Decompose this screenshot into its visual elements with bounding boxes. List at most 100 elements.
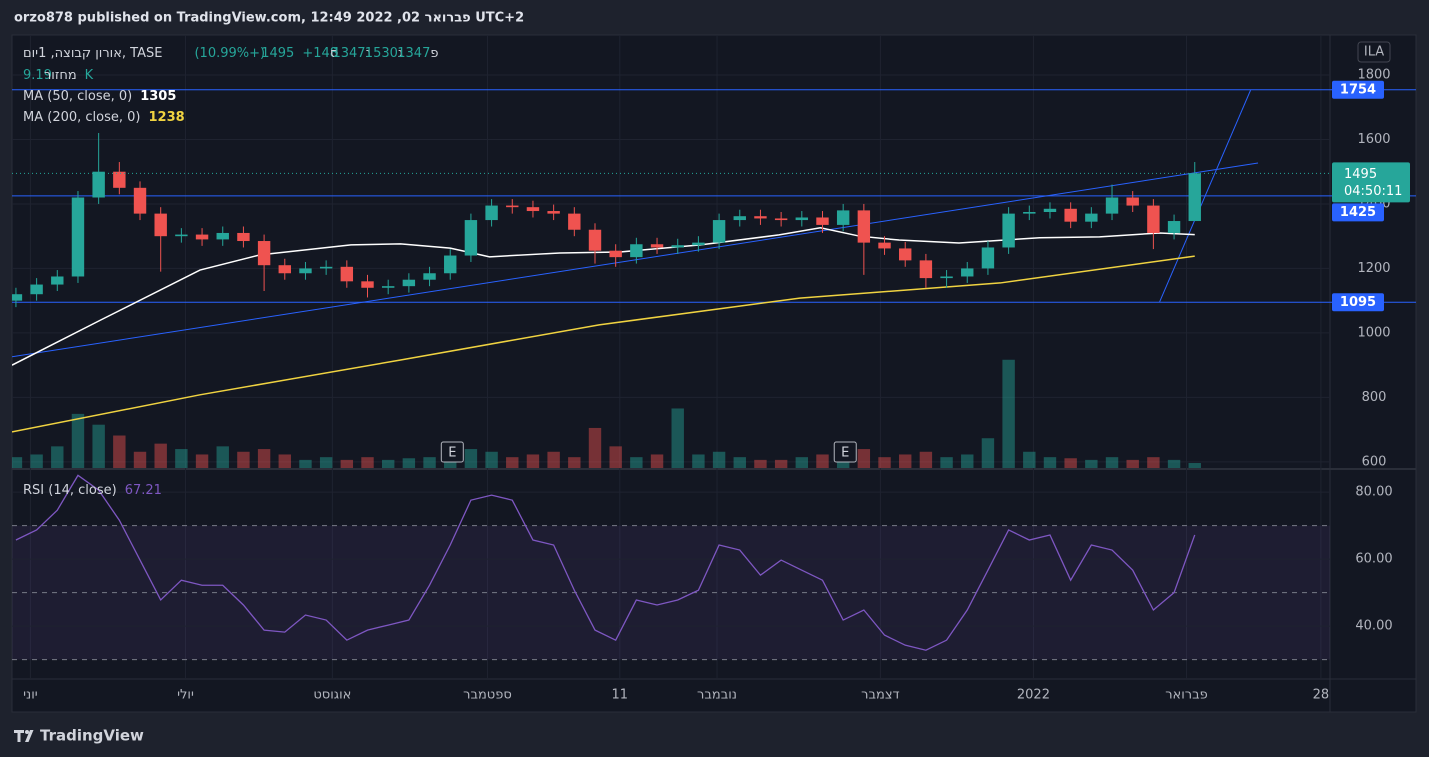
rsi-line: [15, 474, 1196, 651]
volume-bar: [609, 446, 622, 468]
volume-bar: [175, 449, 188, 468]
volume-name: מחזור: [44, 68, 77, 83]
ohlc-value: 1530: [365, 46, 398, 61]
candle-body: [402, 279, 416, 287]
y-tick-label: 1000: [1357, 325, 1390, 340]
candle-body: [485, 205, 498, 221]
symbol-legend: אורון קבוצה, 1יום, TASE פ1347ג1530נ1347ס1…: [23, 46, 438, 61]
ohlc-value: 1347: [332, 46, 365, 61]
change-label: +148 (+10.99%): [194, 46, 338, 61]
candle-body: [361, 281, 374, 288]
candle-body: [816, 217, 829, 225]
candle-body: [71, 197, 85, 277]
last-price-box: [1332, 162, 1410, 203]
level-label: 1425: [1340, 205, 1376, 220]
candle-body: [588, 229, 602, 251]
volume-bar: [361, 457, 374, 468]
ohlc-letter: ג: [398, 46, 403, 61]
volume-bar: [774, 459, 788, 468]
ma-legend: MA (200, close, 0) 1238: [23, 110, 185, 125]
candle-body: [30, 284, 43, 295]
candle-body: [547, 211, 560, 214]
candle-body: [961, 268, 974, 277]
volume-bar: [1002, 359, 1015, 468]
x-tick-label: אוגוסט: [313, 688, 351, 703]
event-label: E: [448, 446, 456, 461]
last-price-label: 1495: [1344, 167, 1377, 182]
candle-body: [216, 232, 229, 240]
x-tick-label: נובמבר: [697, 688, 737, 703]
volume-bar: [71, 413, 85, 468]
candle-body: [464, 220, 478, 256]
candle-body: [340, 266, 354, 282]
ma-value: 1238: [148, 110, 184, 125]
ma-legend: MA (50, close, 0) 1305: [23, 89, 176, 104]
trendline: [1159, 89, 1252, 303]
volume-bar: [340, 459, 354, 468]
volume-bar: [1085, 459, 1098, 468]
candle-body: [1085, 213, 1098, 222]
x-tick-label: פברואר: [1165, 688, 1208, 703]
level-label: 1754: [1340, 82, 1376, 97]
moving-average: [12, 227, 1195, 366]
volume-bar: [981, 438, 995, 468]
candle-body: [1002, 213, 1015, 248]
volume-bar: [754, 459, 767, 468]
candle-body: [692, 242, 705, 246]
volume-bar: [154, 443, 167, 468]
rsi-value: 67.21: [125, 483, 162, 498]
y-tick-label: 600: [1362, 454, 1387, 469]
volume-bar: [133, 451, 147, 468]
candle-body: [774, 218, 788, 221]
volume-bar: [568, 457, 581, 468]
volume-bar: [381, 459, 395, 468]
candle-body: [175, 234, 188, 237]
chart-frame: [11, 34, 1417, 713]
candle-body: [257, 241, 271, 266]
volume-bar: [216, 446, 229, 468]
level-label-box: [1332, 80, 1384, 99]
candle-body: [12, 294, 23, 301]
x-tick-label: יוני: [23, 688, 38, 703]
candle-body: [1126, 197, 1139, 206]
y-tick-label: 1600: [1357, 132, 1390, 147]
rsi-legend: RSI (14, close) 67.21: [23, 483, 162, 498]
candle-body: [1064, 208, 1077, 222]
ohlc-letter: ס: [330, 46, 338, 61]
volume-bar: [899, 454, 912, 468]
y-tick-label: 1200: [1357, 261, 1390, 276]
trendline: [12, 162, 1259, 358]
ma-name: MA (50, close, 0): [23, 89, 132, 104]
footer-brand: TradingView: [40, 727, 144, 745]
volume-bar: [526, 454, 540, 468]
x-tick-label: 28: [1313, 688, 1330, 703]
volume-bar: [485, 451, 498, 468]
candle-body: [609, 250, 622, 258]
volume-bar: [712, 451, 726, 468]
candle-body: [113, 171, 126, 188]
candle-body: [237, 232, 250, 242]
event-marker: [833, 441, 857, 463]
volume-bar: [423, 457, 436, 468]
candle-body: [154, 213, 167, 237]
volume-bar: [1147, 457, 1160, 468]
level-label-box: [1332, 203, 1384, 222]
ohlc-letter: פ: [430, 46, 438, 61]
publish-header: orzo878 published on TradingView.com, 12…: [14, 11, 524, 26]
candle-body: [526, 207, 540, 212]
volume-bar: [961, 454, 974, 468]
candle-body: [754, 216, 767, 219]
volume-bar: [257, 449, 271, 468]
volume-bar: [1188, 463, 1201, 468]
candle-body: [795, 217, 809, 221]
candle-body: [857, 210, 871, 243]
x-tick-label: יולי: [177, 688, 194, 703]
volume-bar: [237, 451, 250, 468]
volume-bar: [278, 454, 291, 468]
volume-bar: [92, 424, 105, 468]
ohlc-letter: נ: [366, 46, 371, 61]
candle-body: [568, 213, 581, 230]
volume-bar: [588, 427, 602, 468]
rsi-band: [12, 525, 1330, 660]
volume-bar: [1167, 459, 1181, 468]
